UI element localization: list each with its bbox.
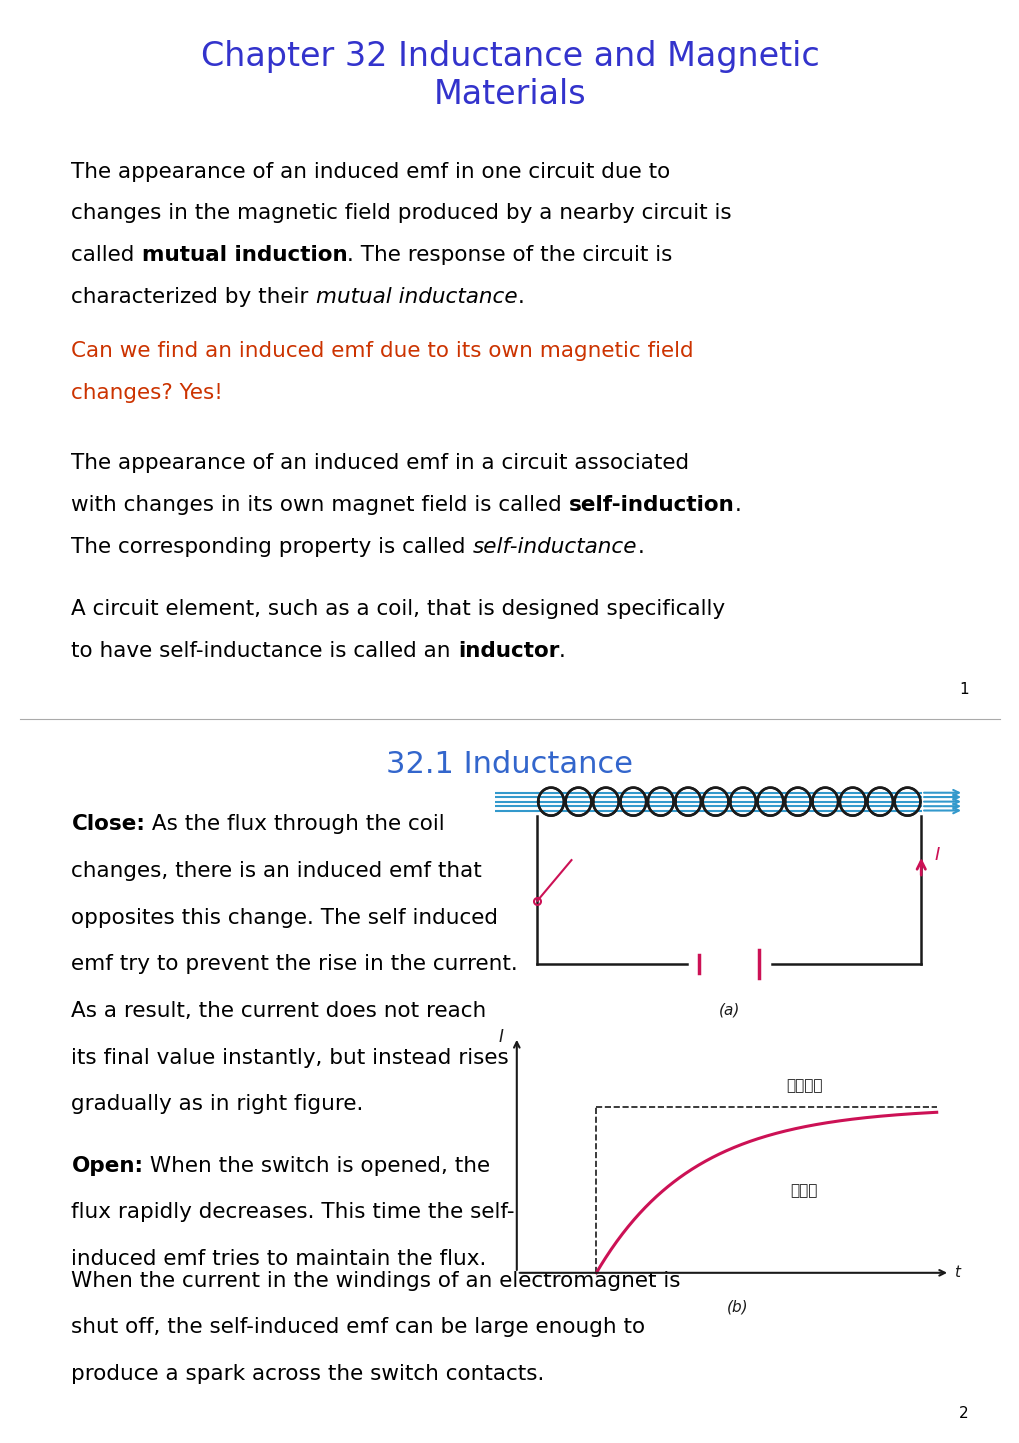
Text: self-inductance: self-inductance xyxy=(473,537,637,557)
Text: .: . xyxy=(558,641,566,661)
Text: changes in the magnetic field produced by a nearby circuit is: changes in the magnetic field produced b… xyxy=(71,203,732,224)
Text: I: I xyxy=(933,846,938,864)
Text: (b): (b) xyxy=(727,1300,748,1315)
Text: self-induction: self-induction xyxy=(569,495,734,515)
Text: When the switch is opened, the: When the switch is opened, the xyxy=(144,1156,490,1176)
Text: Open:: Open: xyxy=(71,1156,144,1176)
Text: flux rapidly decreases. This time the self-: flux rapidly decreases. This time the se… xyxy=(71,1202,515,1222)
Text: with changes in its own magnet field is called: with changes in its own magnet field is … xyxy=(71,495,569,515)
Text: 沒有電感: 沒有電感 xyxy=(785,1078,821,1092)
Text: A circuit element, such as a coil, that is designed specifically: A circuit element, such as a coil, that … xyxy=(71,599,725,619)
Text: The appearance of an induced emf in a circuit associated: The appearance of an induced emf in a ci… xyxy=(71,453,689,473)
Text: .: . xyxy=(517,287,524,307)
Text: shut off, the self-induced emf can be large enough to: shut off, the self-induced emf can be la… xyxy=(71,1317,645,1338)
Text: 2: 2 xyxy=(959,1407,968,1421)
Text: inductor: inductor xyxy=(458,641,558,661)
Text: The appearance of an induced emf in one circuit due to: The appearance of an induced emf in one … xyxy=(71,162,671,182)
Text: .: . xyxy=(734,495,741,515)
Text: . The response of the circuit is: . The response of the circuit is xyxy=(346,245,672,266)
Text: called: called xyxy=(71,245,142,266)
Text: As the flux through the coil: As the flux through the coil xyxy=(145,814,444,834)
Text: (a): (a) xyxy=(718,1003,739,1017)
Text: 32.1 Inductance: 32.1 Inductance xyxy=(386,749,633,779)
Text: .: . xyxy=(637,537,644,557)
Text: Chapter 32 Inductance and Magnetic
Materials: Chapter 32 Inductance and Magnetic Mater… xyxy=(201,39,818,111)
Text: As a result, the current does not reach: As a result, the current does not reach xyxy=(71,1001,486,1022)
Text: I: I xyxy=(498,1027,503,1046)
Text: changes? Yes!: changes? Yes! xyxy=(71,382,223,403)
Text: characterized by their: characterized by their xyxy=(71,287,315,307)
Text: to have self-inductance is called an: to have self-inductance is called an xyxy=(71,641,458,661)
Text: produce a spark across the switch contacts.: produce a spark across the switch contac… xyxy=(71,1364,544,1384)
Text: mutual inductance: mutual inductance xyxy=(315,287,517,307)
Text: changes, there is an induced emf that: changes, there is an induced emf that xyxy=(71,861,482,880)
Text: t: t xyxy=(954,1266,960,1280)
Text: 1: 1 xyxy=(959,683,968,697)
Text: mutual induction: mutual induction xyxy=(142,245,346,266)
Text: Can we find an induced emf due to its own magnetic field: Can we find an induced emf due to its ow… xyxy=(71,341,693,361)
Text: its final value instantly, but instead rises: its final value instantly, but instead r… xyxy=(71,1048,508,1068)
Text: emf try to prevent the rise in the current.: emf try to prevent the rise in the curre… xyxy=(71,954,518,974)
Text: The corresponding property is called: The corresponding property is called xyxy=(71,537,473,557)
Text: When the current in the windings of an electromagnet is: When the current in the windings of an e… xyxy=(71,1270,681,1290)
Text: opposites this change. The self induced: opposites this change. The self induced xyxy=(71,908,498,928)
Text: gradually as in right figure.: gradually as in right figure. xyxy=(71,1094,364,1114)
Text: Close:: Close: xyxy=(71,814,145,834)
Text: 有電感: 有電感 xyxy=(790,1183,817,1198)
Text: induced emf tries to maintain the flux.: induced emf tries to maintain the flux. xyxy=(71,1250,486,1268)
